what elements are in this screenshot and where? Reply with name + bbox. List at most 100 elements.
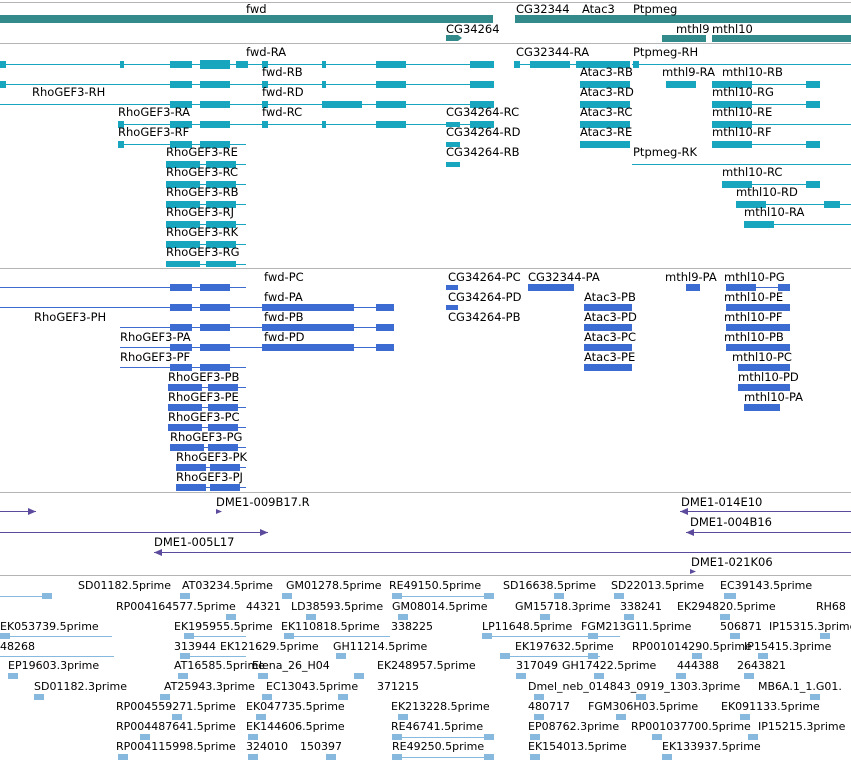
est-label: EC39143.5prime <box>720 579 812 592</box>
est-label: EK154013.5prime <box>528 740 627 753</box>
est-label: 371215 <box>377 680 419 693</box>
est-label: RP001037700.5prime <box>631 720 751 733</box>
est-label: 444388 <box>677 659 719 672</box>
cds-label: CG34264-PD <box>448 290 522 304</box>
est-label: RE46741.5prime <box>391 720 483 733</box>
cds-label: mthl10-PA <box>744 390 803 404</box>
cds-label: CG34264-PC <box>448 270 521 284</box>
cds-label: fwd-PC <box>264 270 304 284</box>
transcript-label: Atac3-RC <box>580 105 632 119</box>
transcript-label: RhoGEF3-RB <box>166 185 239 199</box>
transcript-glyphs <box>0 60 851 267</box>
est-label: MB6A.1_1.G01. <box>758 680 842 693</box>
est-track: SD01182.5prime AT03234.5prime GM01278.5p… <box>0 579 851 760</box>
cds-label: Atac3-PD <box>584 310 637 324</box>
transcript-track: fwd-RA fwd-RB fwd-RD fwd-RC CG32344-RA P… <box>0 45 851 267</box>
est-label: EP19603.3prime <box>8 659 99 672</box>
est-label: AT03234.5prime <box>182 579 273 592</box>
transcript-label: Atac3-RE <box>580 125 632 139</box>
gene-ptpmeg[interactable] <box>515 15 851 23</box>
cds-label: RhoGEF3-PB <box>168 370 240 384</box>
cds-label: fwd-PA <box>264 290 303 304</box>
transcript-label: RhoGEF3-RE <box>166 145 238 159</box>
est-label: IP15415.3prime <box>744 640 832 653</box>
est-label: LD38593.5prime <box>291 600 383 613</box>
gene-track: fwd CG32344 Atac3 Ptpmeg CG34264 mthl9 m… <box>0 2 851 42</box>
gene-mthl9[interactable] <box>662 35 706 42</box>
est-label: 324010 <box>246 740 288 753</box>
cds-glyphs <box>0 284 790 491</box>
transcript-label: RhoGEF3-RA <box>118 105 190 119</box>
est-label: EC13043.5prime <box>266 680 358 693</box>
est-label: EK091133.5prime <box>721 700 820 713</box>
transcript-label: mthl9-RA <box>662 65 715 79</box>
cds-label: RhoGEF3-PH <box>34 310 106 324</box>
clone-label: DME1-009B17.R <box>216 495 310 509</box>
cds-label: fwd-PB <box>264 310 304 324</box>
cds-label: mthl10-PF <box>724 310 783 324</box>
est-label: 338241 <box>620 600 662 613</box>
transcript-label: mthl10-RF <box>712 125 772 139</box>
est-label: 480717 <box>528 700 570 713</box>
est-label: EK053739.5prime <box>0 620 99 633</box>
transcript-label: fwd-RB <box>262 65 303 79</box>
est-label: EP08762.3prime <box>528 720 619 733</box>
est-label: 338225 <box>391 620 433 633</box>
cds-label: RhoGEF3-PG <box>170 430 242 444</box>
gene-label: CG32344 <box>516 2 570 16</box>
gene-cg34264[interactable] <box>446 35 458 41</box>
est-label: EK110818.5prime <box>281 620 380 633</box>
clone-label: DME1-004B16 <box>690 515 772 529</box>
clone-label: DME1-005L17 <box>154 535 235 549</box>
transcript-label: fwd-RC <box>262 105 302 119</box>
transcript-label: mthl10-RE <box>712 105 772 119</box>
est-label: EK047735.5prime <box>246 700 345 713</box>
cds-track: fwd-PC CG34264-PC CG32344-PA mthl9-PA mt… <box>0 270 803 491</box>
est-label: RP004115998.5prime <box>116 740 236 753</box>
est-label: RH68 <box>816 600 846 613</box>
gene-mthl10[interactable] <box>712 35 851 42</box>
clone-track: DME1-009B17.R DME1-014E10 DME1-004B16 DM… <box>0 495 851 574</box>
cds-label: fwd-PD <box>264 330 305 344</box>
est-label: EK133937.5prime <box>662 740 761 753</box>
cds-label: mthl10-PG <box>724 270 785 284</box>
est-label: GH17422.5prime <box>562 659 657 672</box>
est-label: 150397 <box>300 740 342 753</box>
transcript-label: CG34264-RB <box>446 145 520 159</box>
cds-label: RhoGEF3-PF <box>120 350 190 364</box>
cds-label: Atac3-PC <box>584 330 636 344</box>
transcript-label: Atac3-RD <box>580 85 634 99</box>
transcript-label: RhoGEF3-RK <box>166 225 239 239</box>
cds-label: CG32344-PA <box>528 270 600 284</box>
transcript-label: RhoGEF3-RH <box>32 85 105 99</box>
transcript-label: Ptpmeg-RH <box>633 45 698 59</box>
transcript-label: RhoGEF3-RF <box>118 125 189 139</box>
est-label: 313944 <box>174 640 216 653</box>
cds-label: RhoGEF3-PC <box>168 410 240 424</box>
est-glyphs <box>0 593 830 760</box>
gene-track-glyphs <box>0 15 851 42</box>
clone-glyphs <box>0 508 851 574</box>
transcript-label: mthl10-RC <box>722 165 782 179</box>
transcript-label: mthl10-RG <box>712 85 774 99</box>
est-label: IP15315.3prime <box>769 620 851 633</box>
track-dividers <box>0 2 851 576</box>
transcript-label: CG32344-RA <box>516 45 589 59</box>
est-label: EK213228.5prime <box>391 700 490 713</box>
est-label: SD01182.5prime <box>78 579 171 592</box>
est-label: RE49250.5prime <box>392 740 484 753</box>
gene-fwd[interactable] <box>0 15 493 23</box>
est-label: GM15718.3prime <box>515 600 611 613</box>
est-label: RP001014290.5prime <box>632 640 752 653</box>
transcript-label: RhoGEF3-RC <box>166 165 238 179</box>
cds-label: RhoGEF3-PK <box>176 450 248 464</box>
est-label: RP004164577.5prime <box>116 600 236 613</box>
cds-label: mthl10-PD <box>738 370 799 384</box>
transcript-label: RhoGEF3-RJ <box>166 205 234 219</box>
est-label: EK144606.5prime <box>246 720 345 733</box>
gene-label: Atac3 <box>582 2 615 16</box>
gene-label: fwd <box>246 2 267 16</box>
est-label: EK294820.5prime <box>677 600 776 613</box>
est-label: RE49150.5prime <box>389 579 481 592</box>
transcript-label: CG34264-RD <box>446 125 521 139</box>
